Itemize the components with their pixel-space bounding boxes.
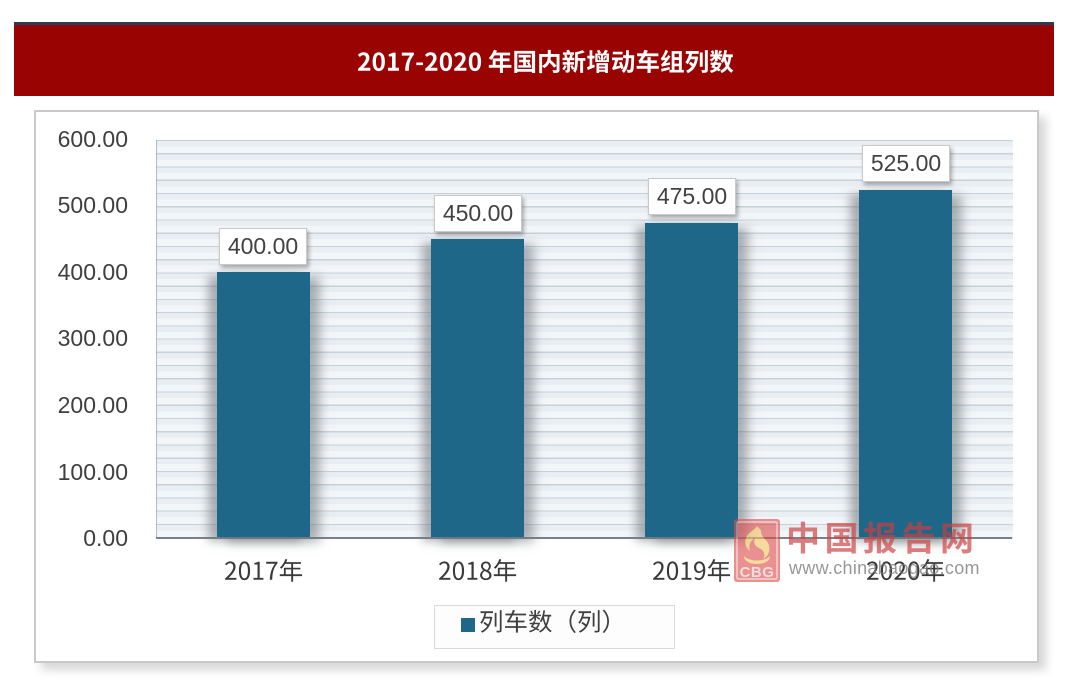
svg-text:CBG: CBG xyxy=(740,564,775,581)
